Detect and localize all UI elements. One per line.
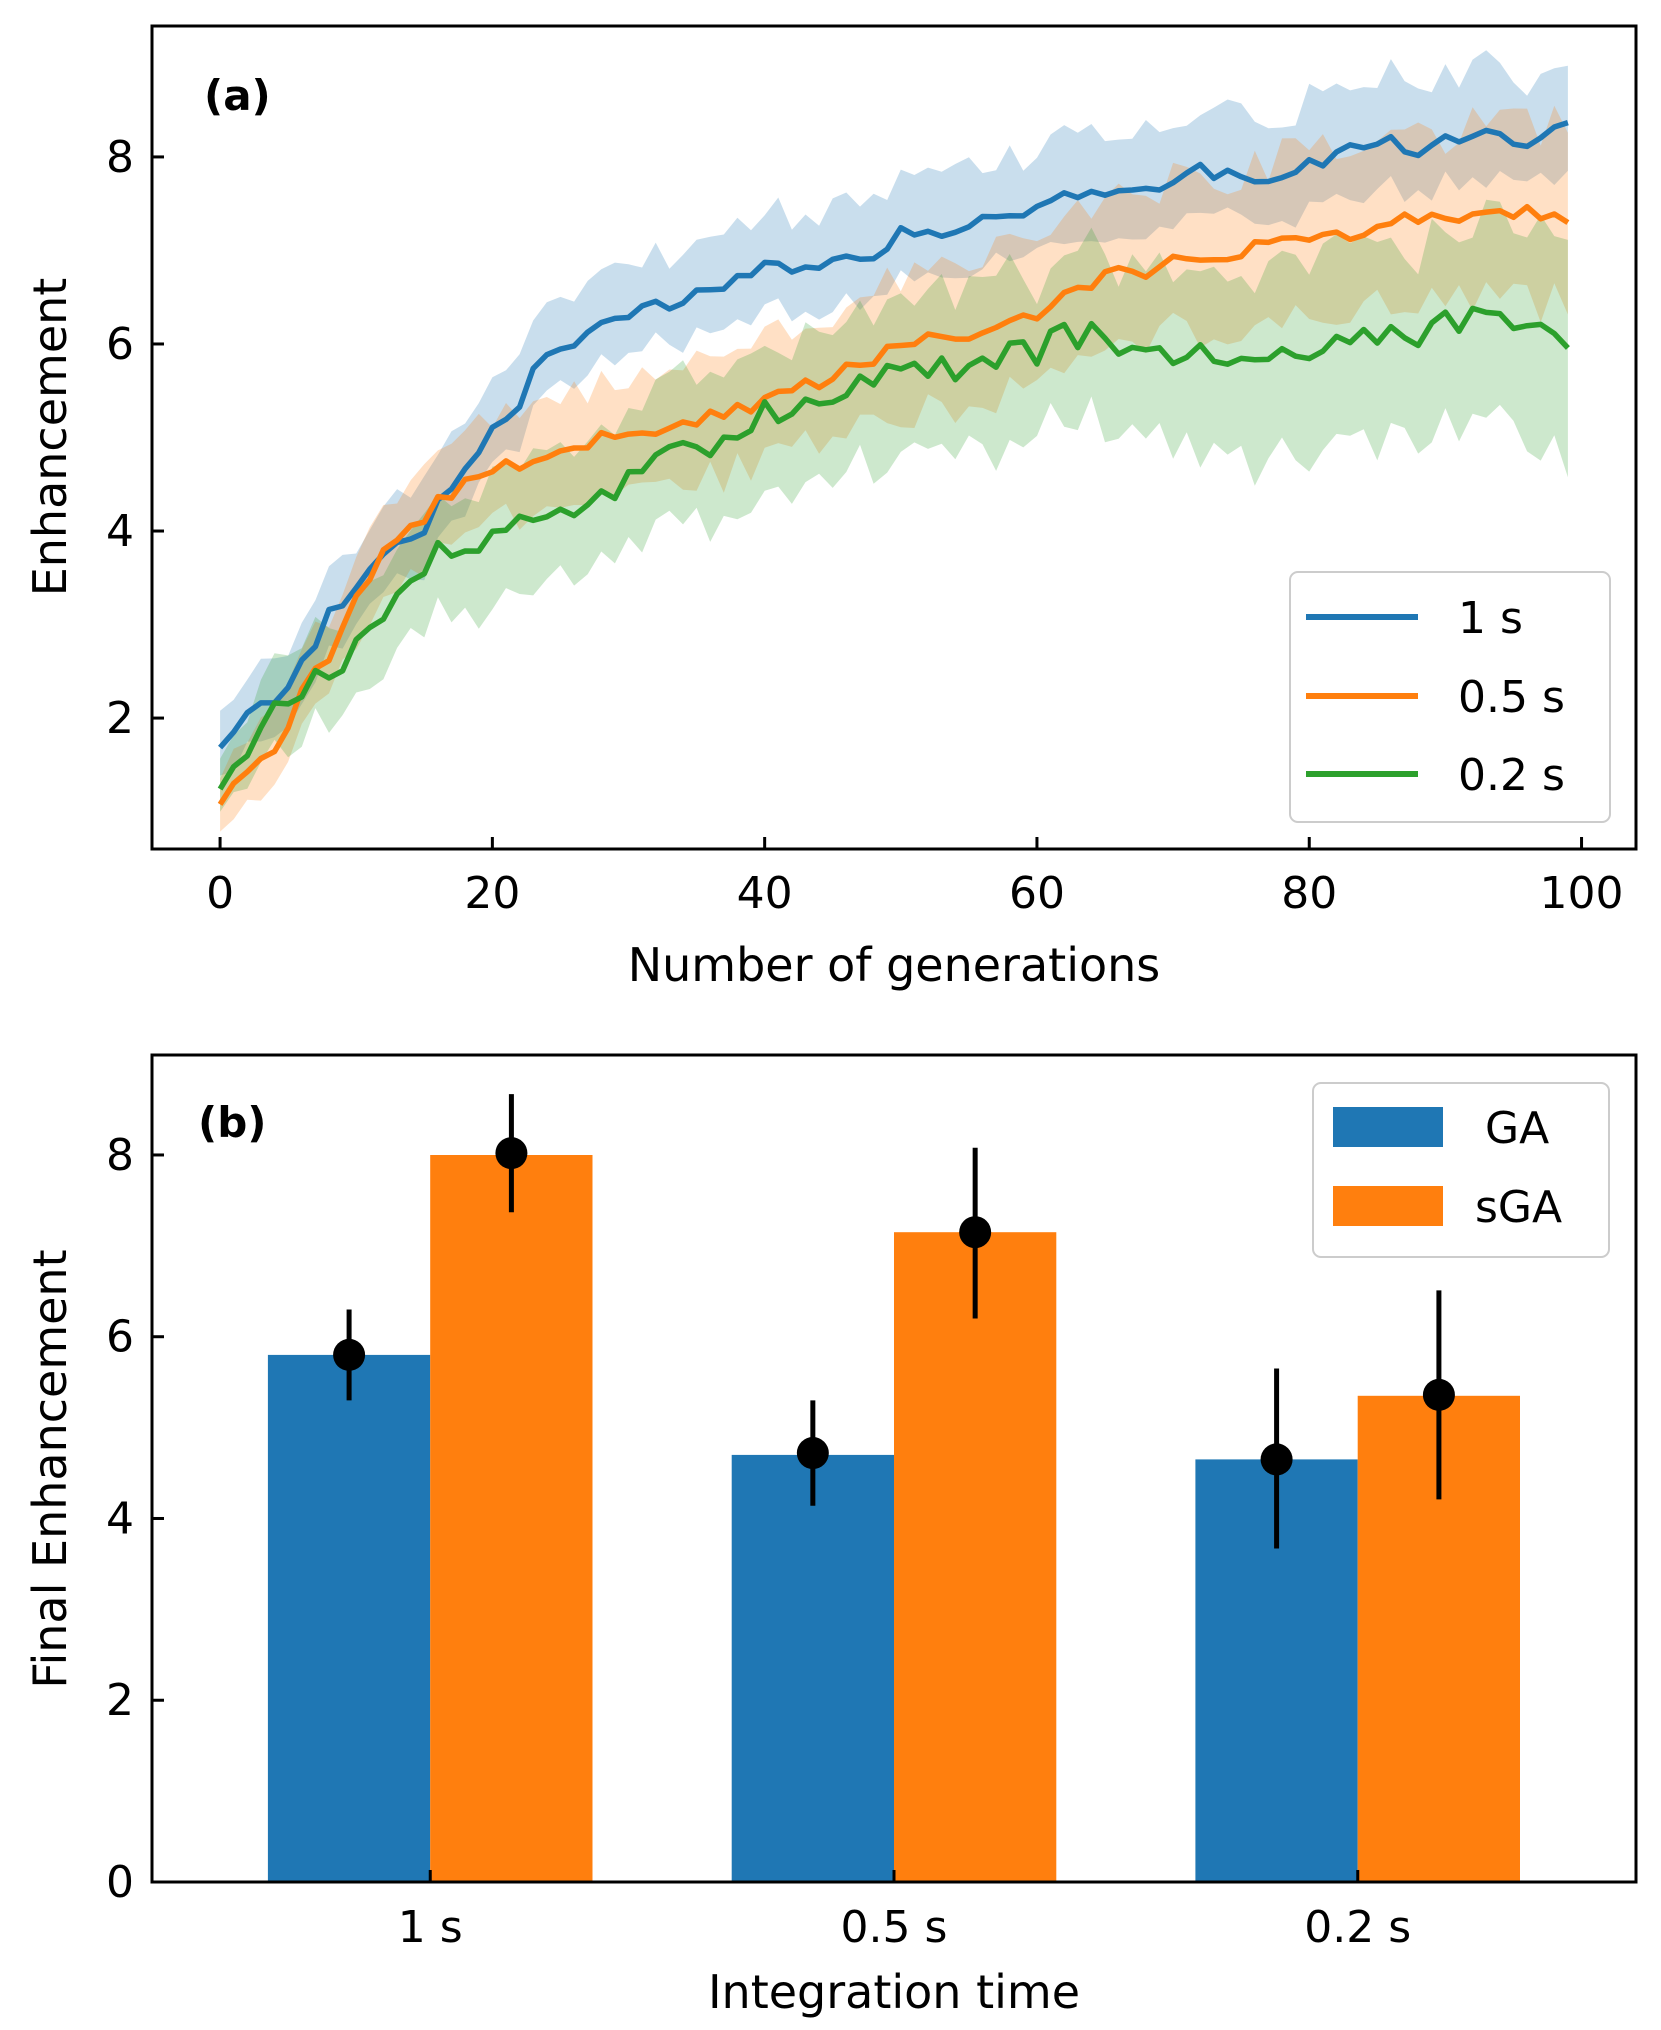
point-GA-0-5s [796, 1437, 829, 1470]
panel-b-label: (b) [198, 1098, 266, 1147]
panel-b: 1 s 0.5 s 0.2 s 0 2 4 6 8 (b) GA sGA Integratio… [23, 1053, 1638, 2019]
y-axis-label-b: Final Enhancement [23, 1249, 77, 1688]
y-tick-label-a-6: 6 [106, 319, 134, 370]
x-tick-label-b-0-2s: 0.2 s [1304, 1902, 1411, 1953]
line-1s [218, 119, 1569, 750]
band-0-5s [220, 105, 1568, 832]
band-0-2s [220, 199, 1568, 812]
y-tick-label-b-4: 4 [106, 1493, 134, 1544]
bar-GA-1s [267, 1354, 431, 1882]
panel-a: 0 20 40 60 80 100 2 4 6 8 (a) 1 s 0.5 s 0.2 s Num… [23, 24, 1638, 992]
legend-b: GA sGA [1312, 1082, 1610, 1258]
point-sGA-0-2s [1422, 1378, 1455, 1411]
legend-a-box [1289, 571, 1611, 823]
panel-b-frame [150, 1053, 1638, 1884]
x-tick-label-a-0: 0 [206, 868, 234, 919]
x-tick-label-b-1s: 1 s [398, 1902, 463, 1953]
y-axis-label-a: Enhancement [23, 278, 77, 597]
legend-label-ga: GA [1485, 1103, 1549, 1154]
panel-a-label: (a) [204, 71, 271, 120]
line-0-2s [217, 305, 1570, 791]
x-tick-label-a-60: 60 [1009, 868, 1065, 919]
x-tick-label-b-0-5s: 0.5 s [841, 1902, 948, 1953]
point-GA-0-2s [1260, 1443, 1293, 1476]
x-tick-label-a-40: 40 [737, 868, 793, 919]
panel-a-frame [150, 24, 1638, 851]
y-tick-label-a-2: 2 [106, 693, 134, 744]
bar-GA-0-5s [731, 1454, 894, 1882]
x-tick-label-a-100: 100 [1540, 868, 1624, 919]
legend-swatch-ga [1333, 1107, 1443, 1147]
y-tick-label-b-6: 6 [106, 1312, 134, 1363]
legend-swatch-sga [1333, 1186, 1443, 1226]
y-tick-label-b-8: 8 [106, 1130, 134, 1181]
legend-label-1s: 1 s [1458, 593, 1523, 644]
point-sGA-0-5s [959, 1216, 992, 1249]
line-0-5s [217, 203, 1570, 806]
bar-sGA-1s [430, 1155, 593, 1882]
point-GA-1s [333, 1338, 366, 1371]
y-tick-label-a-4: 4 [106, 506, 134, 557]
x-tick-label-a-80: 80 [1281, 868, 1337, 919]
band-1s [220, 50, 1568, 776]
legend-a: 1 s 0.5 s 0.2 s [1289, 571, 1611, 823]
legend-label-0-2s: 0.2 s [1458, 750, 1565, 801]
bar-sGA-0-5s [894, 1232, 1057, 1882]
point-sGA-1s [495, 1137, 528, 1170]
y-tick-label-a-8: 8 [106, 132, 134, 183]
legend-label-sga: sGA [1475, 1182, 1562, 1233]
x-axis-label-a: Number of generations [628, 938, 1161, 992]
x-axis-label-b: Integration time [708, 1965, 1080, 2019]
y-tick-label-b-0: 0 [106, 1857, 134, 1908]
y-tick-label-b-2: 2 [106, 1675, 134, 1726]
x-tick-label-a-20: 20 [464, 868, 520, 919]
legend-label-0-5s: 0.5 s [1458, 672, 1565, 723]
